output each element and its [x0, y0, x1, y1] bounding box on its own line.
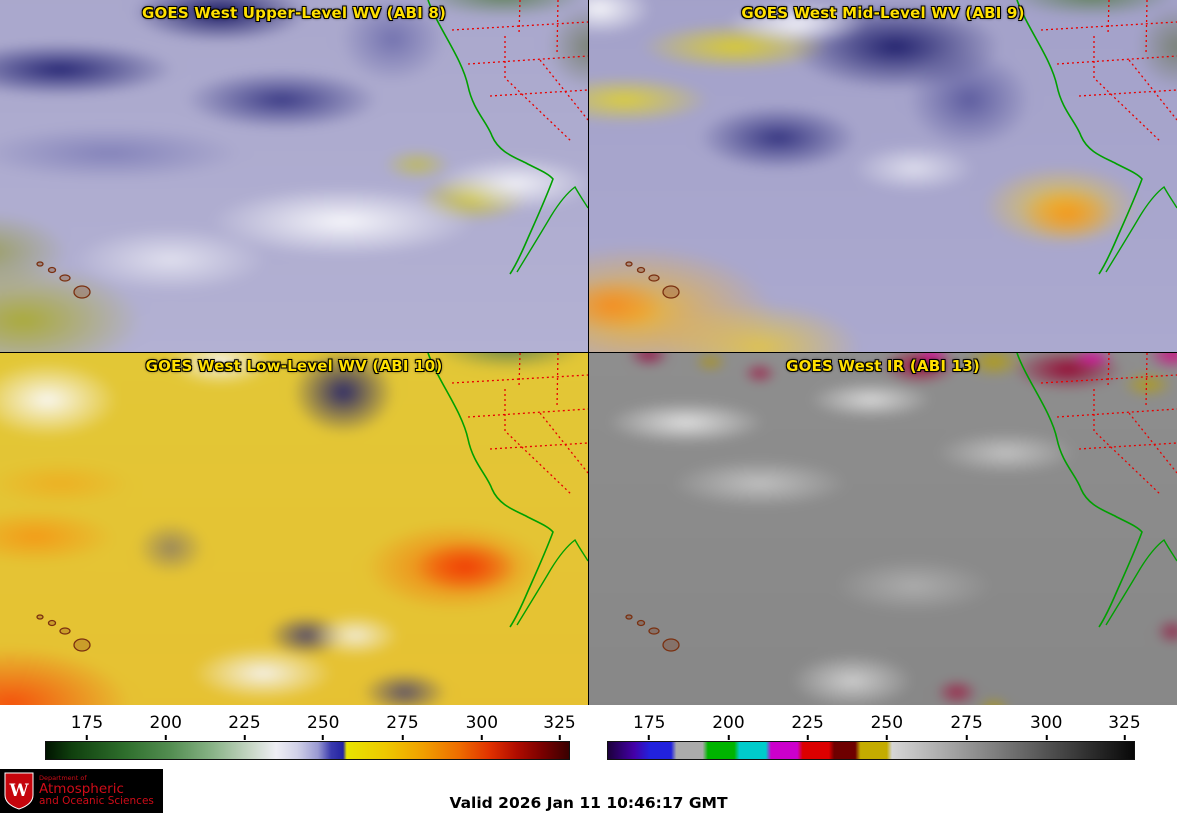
colorbar-tick: 175 [633, 713, 666, 733]
colorbar-section: 175 200 225 250 275 300 325 175 200 225 … [0, 705, 1177, 766]
colorbar-tick: 325 [543, 713, 576, 733]
map-overlay [625, 0, 1177, 299]
ir-colorbar: 175 200 225 250 275 300 325 [607, 711, 1141, 760]
panel-title-abi9: GOES West Mid-Level WV (ABI 9) [741, 4, 1025, 22]
hawaii-islands [36, 614, 91, 652]
hawaii-islands [625, 261, 680, 299]
state-borders [451, 0, 588, 143]
map-overlay-slot [589, 353, 1177, 705]
panel-upper-level-wv: GOES West Upper-Level WV (ABI 8) [0, 0, 588, 352]
colorbar-tick: 225 [791, 713, 824, 733]
panel-title-abi8: GOES West Upper-Level WV (ABI 8) [141, 4, 447, 22]
wv-colorbar-gradient [45, 741, 570, 760]
gulf-coastline-path [1105, 538, 1177, 626]
satellite-quad-panel: GOES West Upper-Level WV (ABI 8) GOES We… [0, 0, 1177, 705]
satellite-image-abi8 [0, 0, 588, 352]
coastline-path [427, 353, 554, 628]
coastline-path [1016, 353, 1143, 628]
map-overlay [625, 353, 1177, 652]
uw-crest-icon: W [4, 772, 34, 810]
wv-colorbar-ticks: 175 200 225 250 275 300 325 [45, 711, 576, 741]
valid-time-label: Valid 2026 Jan 11 10:46:17 GMT [449, 794, 728, 812]
gulf-coastline-path [516, 185, 588, 273]
wv-colorbar: 175 200 225 250 275 300 325 [45, 711, 576, 760]
aos-department-logo: W Department of Atmospheric and Oceanic … [0, 769, 163, 813]
colorbar-tick: 300 [1030, 713, 1063, 733]
panel-low-level-wv: GOES West Low-Level WV (ABI 10) [0, 353, 588, 705]
hawaii-islands [625, 614, 680, 652]
state-borders [1040, 0, 1177, 143]
state-borders [451, 353, 588, 496]
coastline-path [427, 0, 554, 275]
panel-title-abi10: GOES West Low-Level WV (ABI 10) [145, 357, 443, 375]
map-overlay-slot [589, 0, 1177, 352]
panel-mid-level-wv: GOES West Mid-Level WV (ABI 9) [589, 0, 1177, 352]
satellite-image-abi10 [0, 353, 588, 705]
gulf-coastline-path [516, 538, 588, 626]
logo-line-oceanic: and Oceanic Sciences [39, 795, 154, 808]
colorbar-tick: 225 [228, 713, 261, 733]
logo-text: Department of Atmospheric and Oceanic Sc… [39, 773, 154, 808]
satellite-image-abi13 [589, 353, 1177, 705]
panel-title-abi13: GOES West IR (ABI 13) [786, 357, 980, 375]
colorbar-tick: 200 [149, 713, 182, 733]
footer: W Department of Atmospheric and Oceanic … [0, 766, 1177, 820]
colorbar-tick: 200 [712, 713, 745, 733]
gulf-coastline-path [1105, 185, 1177, 273]
svg-text:W: W [8, 781, 29, 801]
hawaii-islands [36, 261, 91, 299]
panel-ir: GOES West IR (ABI 13) [589, 353, 1177, 705]
map-overlay-slot [0, 0, 588, 352]
logo-line-department: Department of [39, 773, 87, 782]
ir-colorbar-ticks: 175 200 225 250 275 300 325 [607, 711, 1141, 741]
state-borders [1040, 353, 1177, 496]
logo-line-atmospheric: Atmospheric [39, 780, 124, 797]
colorbar-tick: 325 [1108, 713, 1141, 733]
colorbar-tick: 250 [307, 713, 340, 733]
colorbar-tick: 275 [950, 713, 983, 733]
colorbar-tick: 250 [870, 713, 904, 733]
map-overlay [36, 0, 588, 299]
map-overlay [36, 353, 588, 652]
map-overlay-slot [0, 353, 588, 705]
coastline-path [1016, 0, 1143, 275]
colorbar-tick: 300 [465, 713, 499, 733]
colorbar-tick: 175 [70, 713, 104, 733]
ir-colorbar-gradient [607, 741, 1135, 760]
satellite-image-abi9 [589, 0, 1177, 352]
colorbar-tick: 275 [386, 713, 419, 733]
